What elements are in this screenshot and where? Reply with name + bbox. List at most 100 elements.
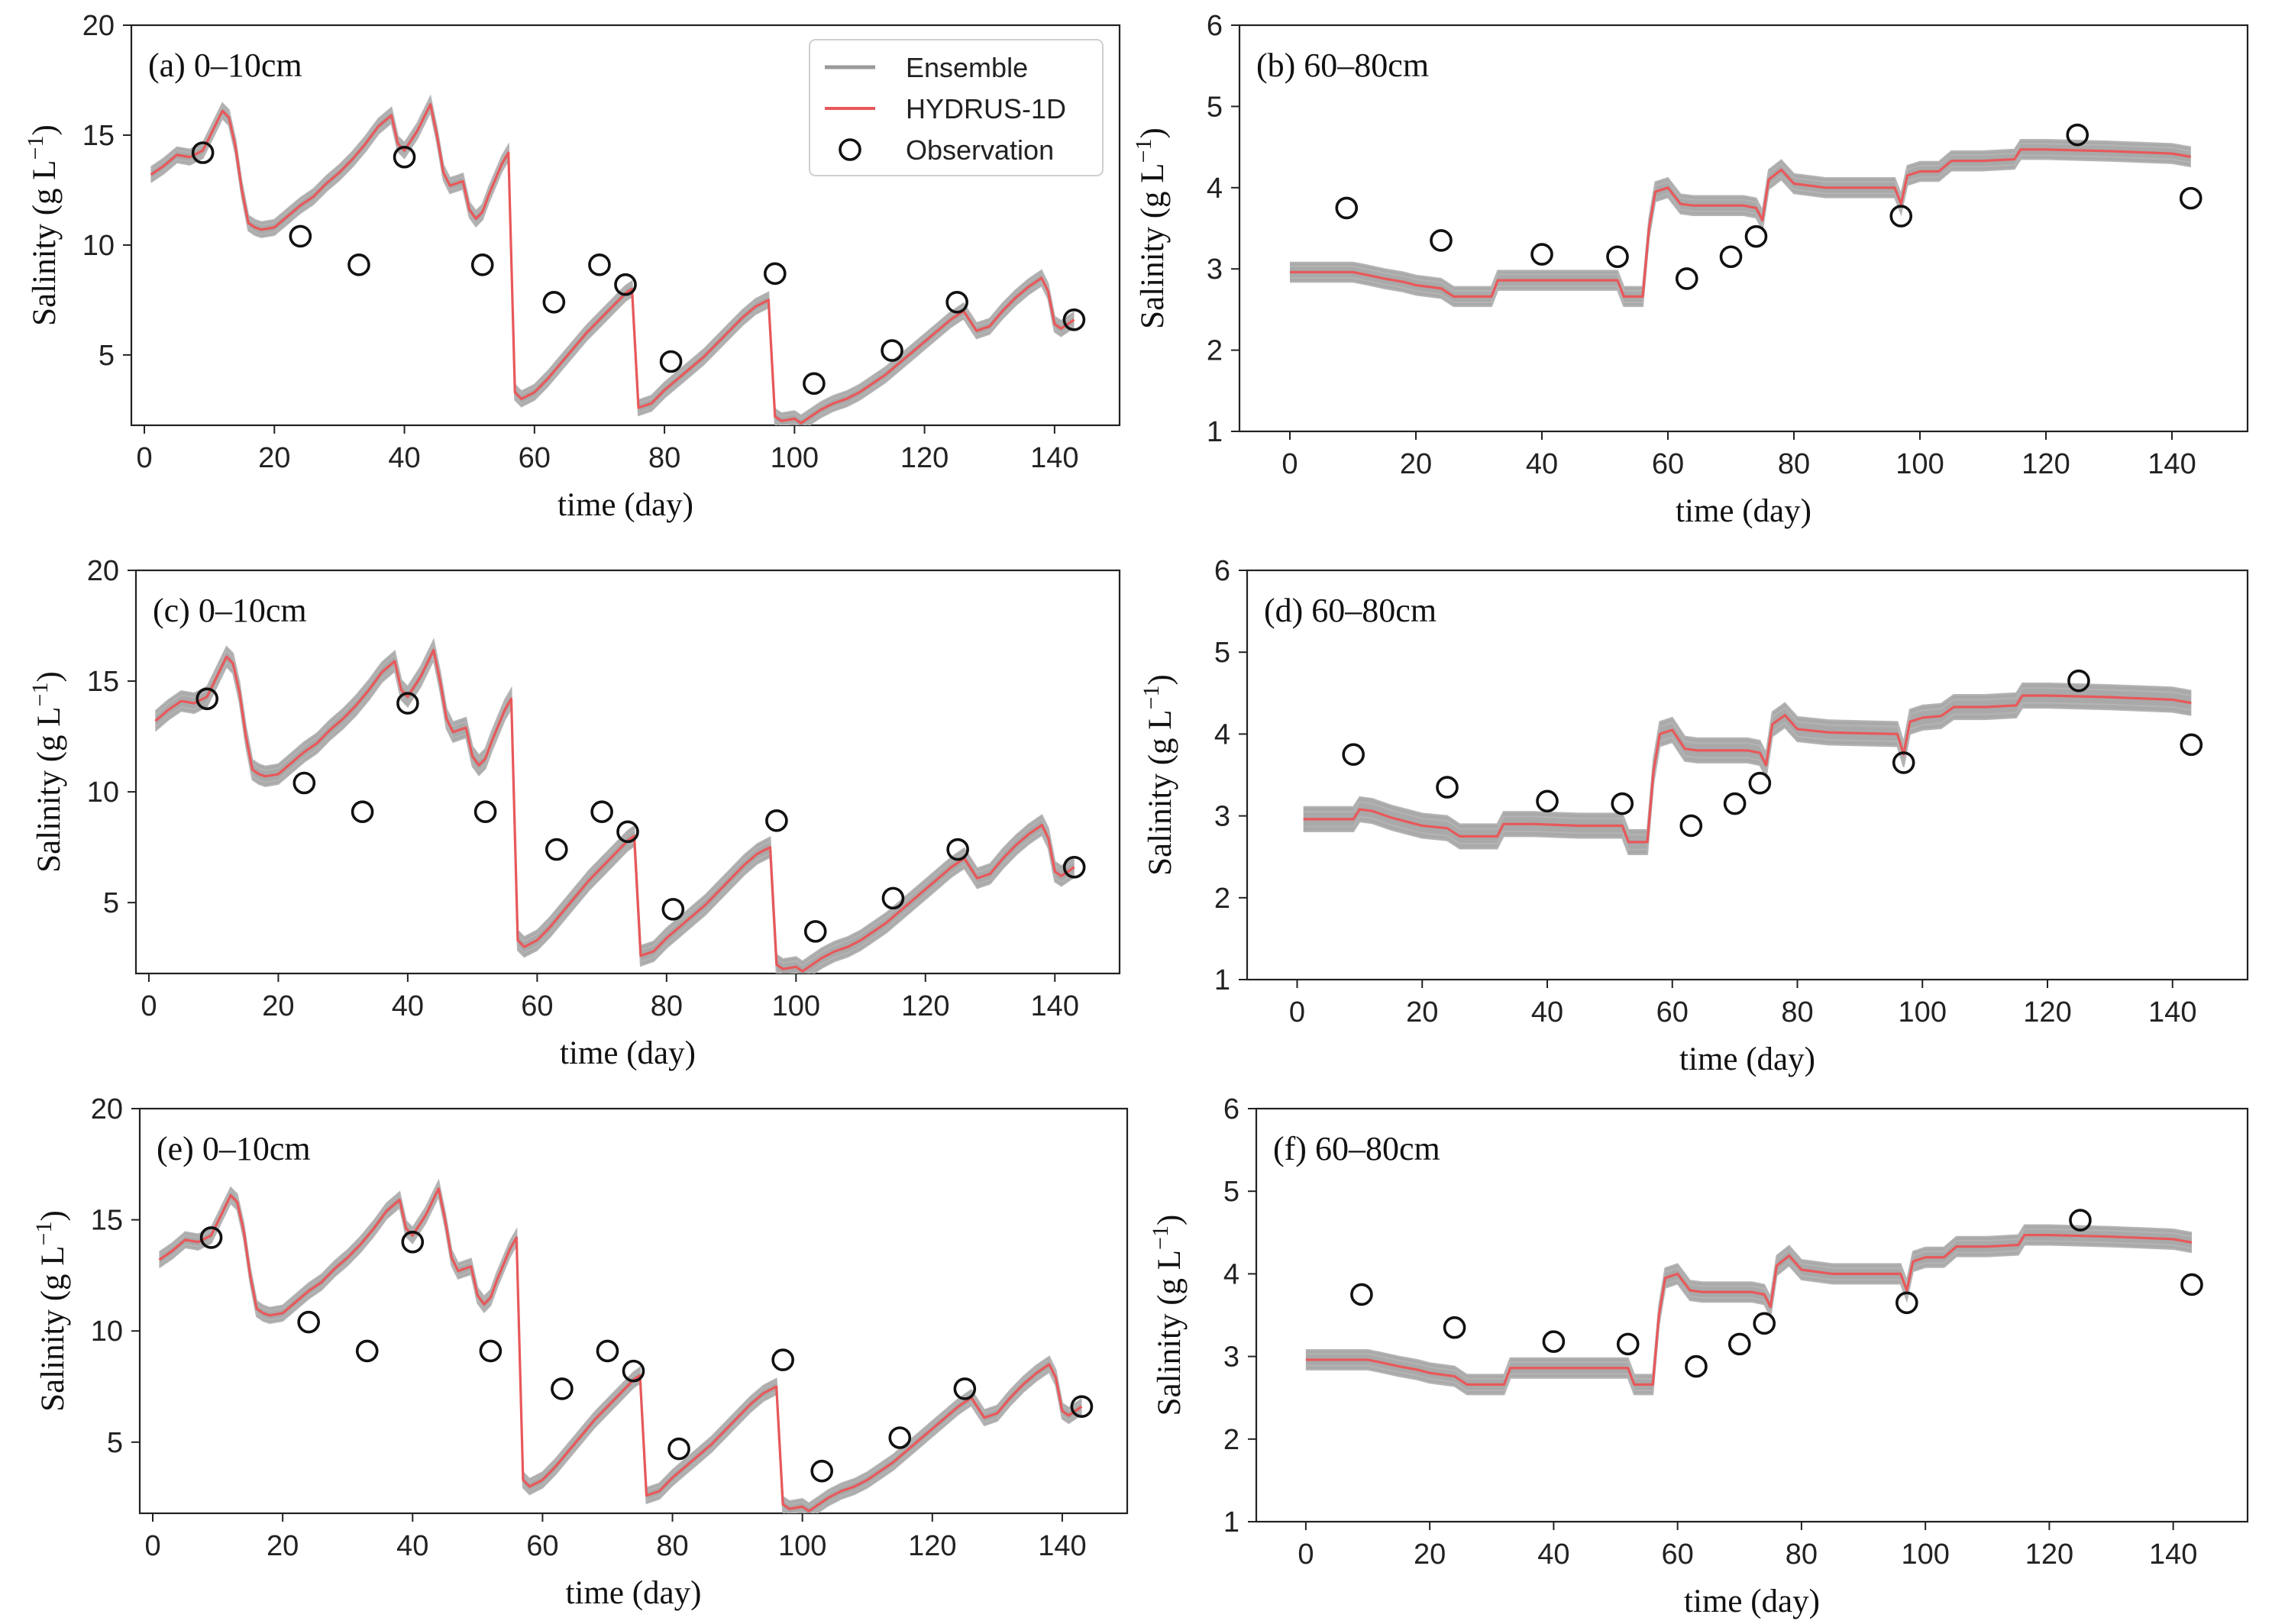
y-axis-label: Salinity (g L−1) [1139, 674, 1178, 876]
x-tick-label: 40 [1537, 1538, 1569, 1571]
observation-point [1335, 196, 1359, 220]
observation-point [199, 1226, 223, 1249]
x-tick-label: 120 [2022, 448, 2070, 480]
y-axis-label-sup: −1 [31, 1222, 57, 1246]
observation-point [659, 350, 683, 373]
y-tick-label: 4 [1214, 718, 1230, 751]
y-tick-label: 1 [1223, 1506, 1239, 1538]
y-tick-label: 4 [1223, 1258, 1239, 1290]
observation-point [347, 253, 370, 276]
x-tick-label: 0 [136, 442, 152, 474]
observation-point [1062, 308, 1086, 331]
observation-point [1723, 792, 1747, 815]
observation-point [2069, 1209, 2092, 1232]
ensemble-member-line [1290, 158, 2191, 308]
y-axis-label-close: ) [1135, 128, 1171, 138]
observation-point [479, 1339, 503, 1363]
x-tick-label: 40 [388, 442, 420, 474]
y-axis-label: Salinity (g L−1) [27, 671, 67, 873]
ensemble-member-line [1305, 1244, 2193, 1396]
ensemble-member-line [1303, 682, 2192, 831]
panel-b: 0 20 40 60 80 100 120 140 1 2 3 4 5 6 time (day) Salini… [1131, 10, 2249, 529]
x-tick-label: 80 [1778, 448, 1810, 480]
x-tick-label: 80 [1781, 996, 1813, 1028]
ensemble-member-line [154, 638, 1075, 963]
observation-point [588, 253, 611, 276]
legend-observation-swatch [839, 138, 861, 161]
observation-point [2180, 733, 2203, 757]
y-axis-label-main: Salinity (g L [1152, 1250, 1188, 1416]
observation-point [810, 1459, 833, 1483]
observation-point [1895, 1291, 1918, 1315]
x-tick-label: 0 [1289, 996, 1305, 1028]
observation-point [1542, 1330, 1566, 1353]
observation-point [1685, 1354, 1708, 1378]
ensemble-member-line [158, 1190, 1083, 1513]
observation-point [351, 800, 374, 824]
observation-point [1070, 1395, 1094, 1419]
y-tick-label: 2 [1214, 883, 1230, 915]
observation-point [1675, 267, 1698, 290]
panel-title: (c) 0–10cm [153, 592, 307, 629]
observation-point [355, 1339, 379, 1363]
ensemble-member-line [1290, 143, 2191, 292]
x-tick-label: 40 [396, 1530, 428, 1562]
plot-area [1305, 1224, 2193, 1396]
ensemble-member-line [150, 97, 1075, 420]
x-tick-label: 60 [1656, 996, 1689, 1028]
x-tick-label: 0 [1298, 1538, 1314, 1571]
observation-point [661, 898, 685, 921]
x-tick-label: 0 [144, 1530, 160, 1562]
plot-area [158, 1178, 1083, 1513]
axes-frame [138, 1107, 1129, 1515]
y-tick-label: 5 [1223, 1176, 1239, 1208]
y-axis-label-main: Salinity (g L [31, 706, 67, 872]
panel-e: 0 20 40 60 80 100 120 140 5 10 15 20 time (day) Salin… [31, 1093, 1129, 1611]
x-tick-label: 20 [262, 990, 294, 1022]
x-tick-label: 60 [519, 442, 551, 474]
x-tick-label: 140 [2149, 1538, 2197, 1571]
x-axis-label: time (day) [1676, 493, 1811, 529]
ensemble-member-line [150, 106, 1075, 425]
x-tick-label: 60 [1652, 448, 1684, 480]
hydrus-1d-line [158, 1187, 1083, 1513]
observation-point [1606, 245, 1629, 269]
ensemble-member-line [1290, 139, 2191, 288]
observation-point [614, 273, 637, 296]
y-tick-label: 6 [1214, 555, 1230, 587]
observation-point [2066, 123, 2089, 147]
observation-point [622, 1359, 645, 1383]
y-axis-label-close: ) [1142, 674, 1178, 685]
observation-point [1350, 1283, 1373, 1306]
observation-point [1342, 743, 1365, 767]
x-tick-label: 100 [1895, 448, 1944, 480]
ensemble-band [155, 640, 1075, 973]
ensemble-member-line [1305, 1240, 2193, 1392]
x-axis-label: time (day) [557, 487, 693, 523]
observation-point [1062, 855, 1086, 879]
y-tick-label: 2 [1207, 335, 1223, 367]
y-tick-label: 5 [103, 887, 119, 919]
legend-box [809, 39, 1104, 176]
observation-point [803, 372, 826, 396]
ensemble-member-line [1305, 1228, 2193, 1380]
ensemble-member-line [154, 657, 1075, 973]
hydrus-1d-line [1290, 148, 2192, 298]
y-tick-label: 4 [1207, 173, 1223, 205]
observation-point [1892, 751, 1915, 774]
x-tick-label: 140 [1030, 442, 1078, 474]
ensemble-band [1290, 140, 2191, 307]
y-tick-label: 1 [1214, 964, 1230, 996]
hydrus-1d-line [150, 103, 1075, 425]
x-tick-label: 20 [1400, 448, 1432, 480]
observation-point [590, 800, 613, 824]
y-axis-label-close: ) [1152, 1215, 1188, 1225]
x-tick-label: 80 [651, 990, 683, 1022]
observation-point [545, 838, 568, 861]
y-tick-label: 20 [91, 1093, 123, 1125]
y-tick-label: 15 [91, 1205, 123, 1237]
y-tick-label: 10 [87, 776, 119, 809]
y-tick-label: 2 [1223, 1424, 1239, 1456]
x-tick-label: 140 [1031, 990, 1079, 1022]
observation-point [1536, 789, 1559, 813]
